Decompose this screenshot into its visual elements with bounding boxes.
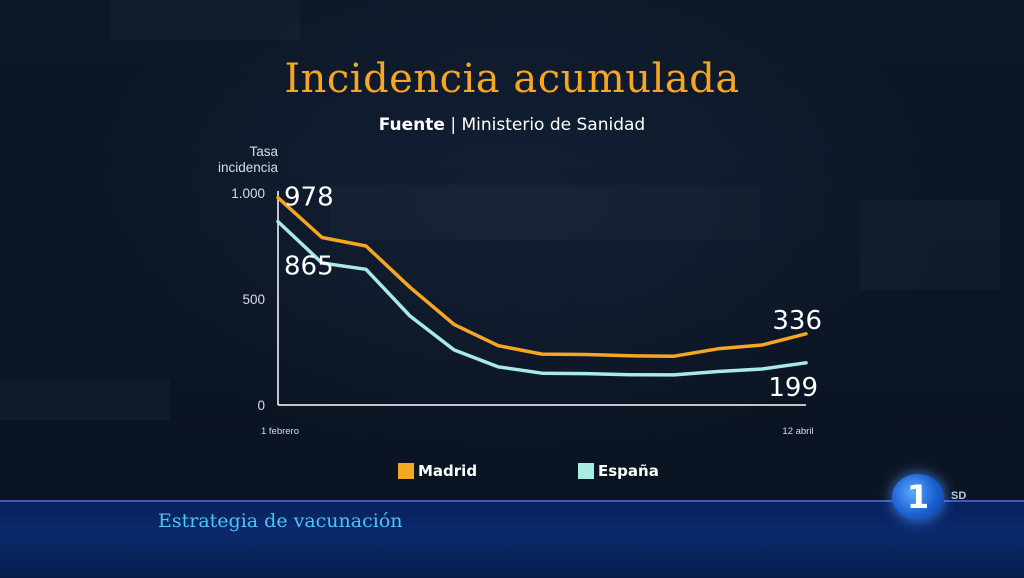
y-tick-label: 1.000: [231, 186, 265, 201]
series-line-madrid: [276, 195, 808, 358]
y-tick-label: 500: [242, 292, 265, 307]
data-label-espana-end: 199: [768, 373, 818, 403]
background: [0, 0, 1024, 500]
quality-badge: SD: [951, 490, 967, 502]
x-tick-label-end: 12 abril: [782, 426, 813, 437]
subtitle-source-label: Fuente: [378, 115, 445, 135]
channel-logo-number: 1: [906, 478, 930, 516]
legend-label-espana: España: [598, 462, 659, 480]
x-tick-label-start: 1 febrero: [261, 426, 299, 437]
legend-espana: España: [578, 460, 659, 482]
data-label-madrid-end: 336: [772, 306, 822, 336]
y-axis-title: Tasa incidencia: [217, 144, 278, 175]
ticker-headline: Estrategia de vacunación: [158, 510, 403, 532]
legend-label-madrid: Madrid: [418, 462, 478, 480]
series-line-espana: [276, 219, 808, 377]
legend-swatch-madrid: [398, 463, 414, 479]
subtitle-source-name: | Ministerio de Sanidad: [444, 115, 646, 135]
legend-madrid: Madrid: [398, 460, 477, 482]
data-label-espana-start: 865: [284, 252, 334, 282]
y-tick-label: 0: [257, 398, 265, 413]
data-label-madrid-start: 978: [284, 183, 334, 213]
chart-subtitle: Fuente | Ministerio de Sanidad: [0, 115, 1024, 135]
chart-title: Incidencia acumulada: [284, 56, 740, 102]
news-ticker-bar: [0, 500, 1024, 578]
channel-logo-icon: 1: [892, 474, 944, 520]
legend-swatch-espana: [578, 463, 594, 479]
line-chart: 0 500 1.000 1 febrero 12 abril 978 865 336 199: [231, 183, 822, 437]
